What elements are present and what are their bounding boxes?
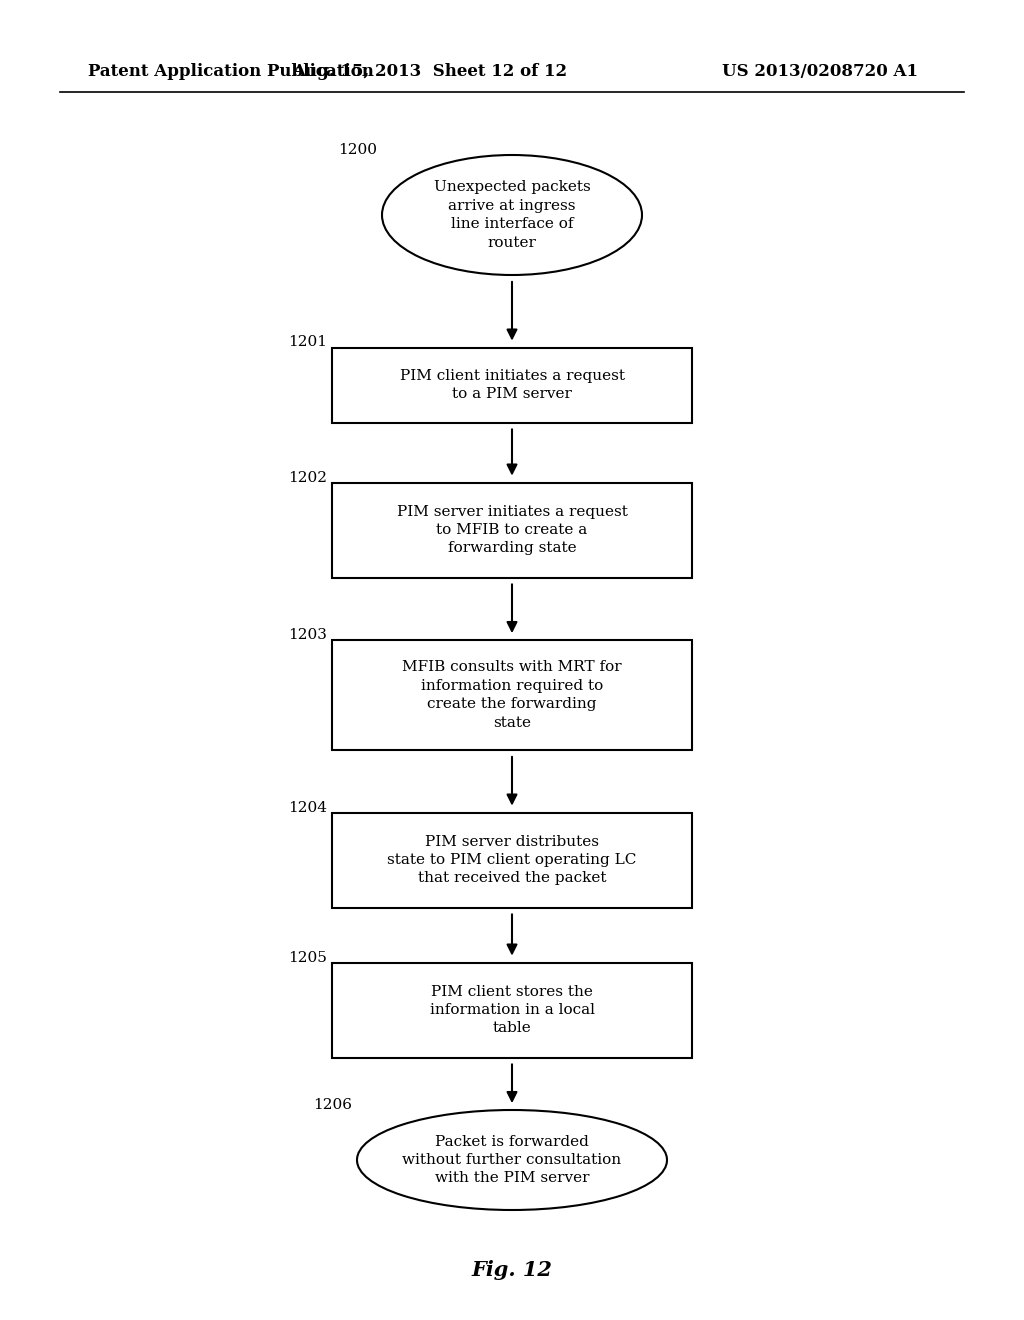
Ellipse shape	[382, 154, 642, 275]
Text: PIM server initiates a request
to MFIB to create a
forwarding state: PIM server initiates a request to MFIB t…	[396, 504, 628, 556]
Text: Fig. 12: Fig. 12	[472, 1261, 552, 1280]
Bar	[332, 640, 692, 750]
Text: 1203: 1203	[288, 628, 327, 642]
Text: PIM server distributes
state to PIM client operating LC
that received the packet: PIM server distributes state to PIM clie…	[387, 834, 637, 886]
Bar	[332, 483, 692, 578]
Text: 1206: 1206	[313, 1098, 352, 1111]
Ellipse shape	[357, 1110, 667, 1210]
Text: 1204: 1204	[288, 800, 327, 814]
Text: Patent Application Publication: Patent Application Publication	[88, 63, 374, 81]
Text: US 2013/0208720 A1: US 2013/0208720 A1	[722, 63, 918, 81]
Text: Packet is forwarded
without further consultation
with the PIM server: Packet is forwarded without further cons…	[402, 1135, 622, 1185]
Text: 1205: 1205	[288, 950, 327, 965]
Text: Aug. 15, 2013  Sheet 12 of 12: Aug. 15, 2013 Sheet 12 of 12	[293, 63, 567, 81]
Bar	[332, 813, 692, 908]
Bar	[332, 962, 692, 1057]
Text: PIM client initiates a request
to a PIM server: PIM client initiates a request to a PIM …	[399, 368, 625, 401]
Text: MFIB consults with MRT for
information required to
create the forwarding
state: MFIB consults with MRT for information r…	[402, 660, 622, 730]
Text: PIM client stores the
information in a local
table: PIM client stores the information in a l…	[429, 985, 595, 1035]
Text: 1200: 1200	[338, 143, 377, 157]
Text: 1201: 1201	[288, 335, 327, 350]
Bar	[332, 347, 692, 422]
Text: Unexpected packets
arrive at ingress
line interface of
router: Unexpected packets arrive at ingress lin…	[433, 181, 591, 249]
Text: 1202: 1202	[288, 470, 327, 484]
